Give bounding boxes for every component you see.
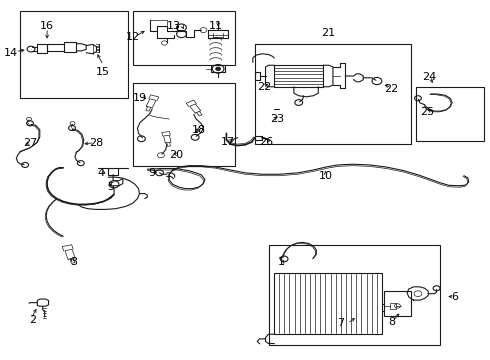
Text: 10: 10 (318, 171, 333, 181)
Text: 14: 14 (3, 48, 18, 58)
Text: 2: 2 (29, 315, 36, 325)
Bar (274, 273, 382, 334)
Text: 22: 22 (385, 84, 399, 94)
Bar (133, 12, 235, 65)
Bar (384, 291, 411, 316)
Circle shape (216, 67, 220, 71)
Text: 19: 19 (133, 93, 147, 103)
Text: 15: 15 (97, 67, 110, 77)
Bar (270, 244, 441, 345)
Text: 22: 22 (257, 82, 271, 92)
Text: 21: 21 (321, 28, 335, 38)
Text: 26: 26 (259, 137, 273, 147)
Text: 27: 27 (23, 138, 37, 148)
Text: 28: 28 (89, 138, 103, 148)
Text: 9: 9 (148, 168, 156, 178)
Bar (20, 12, 128, 98)
Text: 12: 12 (125, 32, 140, 41)
Text: 3: 3 (71, 257, 77, 267)
Text: 6: 6 (452, 292, 459, 302)
Text: 17: 17 (221, 138, 235, 147)
Text: 5: 5 (107, 182, 114, 192)
Text: 8: 8 (388, 317, 395, 327)
Text: 1: 1 (278, 257, 285, 267)
Bar (133, 83, 235, 166)
Text: 13: 13 (167, 21, 181, 31)
Text: 11: 11 (209, 21, 222, 31)
Text: 7: 7 (337, 319, 344, 328)
Bar (416, 87, 485, 140)
Text: 23: 23 (270, 114, 284, 124)
Text: 18: 18 (192, 125, 206, 135)
Text: 25: 25 (420, 107, 434, 117)
Bar (255, 44, 411, 144)
Text: 24: 24 (422, 72, 437, 82)
Text: 20: 20 (170, 150, 184, 160)
Text: 4: 4 (98, 168, 104, 178)
Text: 16: 16 (40, 21, 54, 31)
